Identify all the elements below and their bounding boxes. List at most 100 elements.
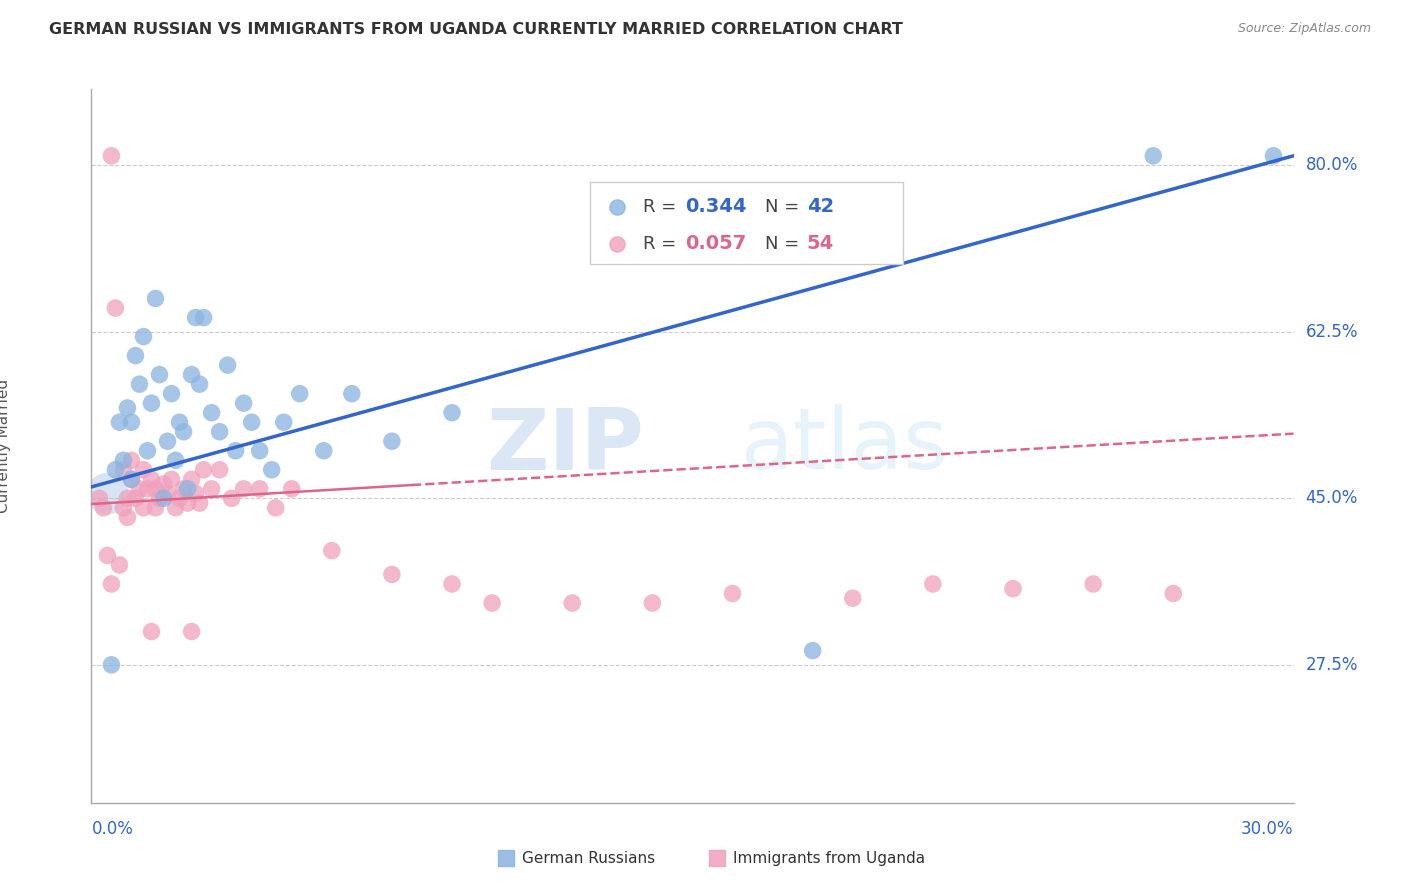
Point <box>841 591 863 606</box>
Text: Currently Married: Currently Married <box>0 379 11 513</box>
Text: N =: N = <box>765 198 804 216</box>
Text: 80.0%: 80.0% <box>1306 156 1358 174</box>
Point <box>104 463 127 477</box>
Point <box>112 463 135 477</box>
Point <box>104 301 127 315</box>
Point <box>188 377 211 392</box>
Point <box>141 472 163 486</box>
Point <box>117 401 139 415</box>
Point <box>232 396 254 410</box>
Point <box>176 496 198 510</box>
Point <box>481 596 503 610</box>
Point <box>117 510 139 524</box>
Text: 0.344: 0.344 <box>685 197 747 216</box>
Point <box>240 415 263 429</box>
Point <box>221 491 243 506</box>
Point <box>281 482 304 496</box>
Point <box>184 486 207 500</box>
Point <box>173 425 195 439</box>
Point <box>152 477 174 491</box>
Point <box>1142 149 1164 163</box>
Text: N =: N = <box>765 235 804 252</box>
Point <box>160 386 183 401</box>
Point <box>100 657 122 672</box>
Point <box>208 425 231 439</box>
Point <box>136 482 159 496</box>
Point <box>121 472 143 486</box>
Point <box>132 329 155 343</box>
Point <box>165 453 187 467</box>
Point <box>132 500 155 515</box>
Point <box>188 496 211 510</box>
Text: 30.0%: 30.0% <box>1241 820 1294 838</box>
Text: Source: ZipAtlas.com: Source: ZipAtlas.com <box>1237 22 1371 36</box>
Point <box>249 443 271 458</box>
Point <box>201 406 224 420</box>
Point <box>121 415 143 429</box>
Point <box>208 463 231 477</box>
Point <box>145 500 167 515</box>
Point <box>340 386 363 401</box>
Text: ZIP: ZIP <box>486 404 644 488</box>
Point <box>93 500 115 515</box>
Text: R =: R = <box>643 235 682 252</box>
Point <box>121 472 143 486</box>
Point <box>561 596 583 610</box>
Point <box>273 415 295 429</box>
Point <box>321 543 343 558</box>
Point <box>96 486 118 500</box>
Text: GERMAN RUSSIAN VS IMMIGRANTS FROM UGANDA CURRENTLY MARRIED CORRELATION CHART: GERMAN RUSSIAN VS IMMIGRANTS FROM UGANDA… <box>49 22 903 37</box>
Point <box>184 310 207 325</box>
Text: 62.5%: 62.5% <box>1306 323 1358 341</box>
Text: 27.5%: 27.5% <box>1306 656 1358 673</box>
Point <box>180 368 202 382</box>
Point <box>96 549 118 563</box>
Point <box>801 643 824 657</box>
Text: R =: R = <box>643 198 682 216</box>
Text: 54: 54 <box>807 234 834 253</box>
Point <box>89 491 111 506</box>
Point <box>160 472 183 486</box>
Point <box>721 586 744 600</box>
Point <box>1263 149 1285 163</box>
Point <box>169 415 191 429</box>
FancyBboxPatch shape <box>591 182 903 264</box>
Text: 0.0%: 0.0% <box>91 820 134 838</box>
Point <box>193 310 215 325</box>
Text: German Russians: German Russians <box>522 851 655 865</box>
Point <box>148 491 170 506</box>
Point <box>440 406 463 420</box>
Point <box>440 577 463 591</box>
Point <box>117 491 139 506</box>
Point <box>249 482 271 496</box>
Point <box>148 368 170 382</box>
Point <box>145 482 167 496</box>
Point <box>169 491 191 506</box>
Point <box>1163 586 1185 600</box>
Text: 45.0%: 45.0% <box>1306 490 1358 508</box>
Point <box>288 386 311 401</box>
Point <box>108 558 131 572</box>
Point <box>156 486 179 500</box>
Point <box>124 349 146 363</box>
Point <box>136 443 159 458</box>
Point <box>201 482 224 496</box>
Text: 42: 42 <box>807 197 834 216</box>
Point <box>124 491 146 506</box>
Point <box>152 491 174 506</box>
Point <box>180 472 202 486</box>
Point <box>112 500 135 515</box>
Point <box>128 482 150 496</box>
Point <box>232 482 254 496</box>
Point <box>108 415 131 429</box>
Point <box>260 463 283 477</box>
Point <box>141 624 163 639</box>
Point <box>128 377 150 392</box>
Point <box>145 292 167 306</box>
Point <box>165 500 187 515</box>
Point <box>112 453 135 467</box>
Point <box>225 443 247 458</box>
Text: 0.057: 0.057 <box>685 234 747 253</box>
Point <box>132 463 155 477</box>
Point <box>100 577 122 591</box>
